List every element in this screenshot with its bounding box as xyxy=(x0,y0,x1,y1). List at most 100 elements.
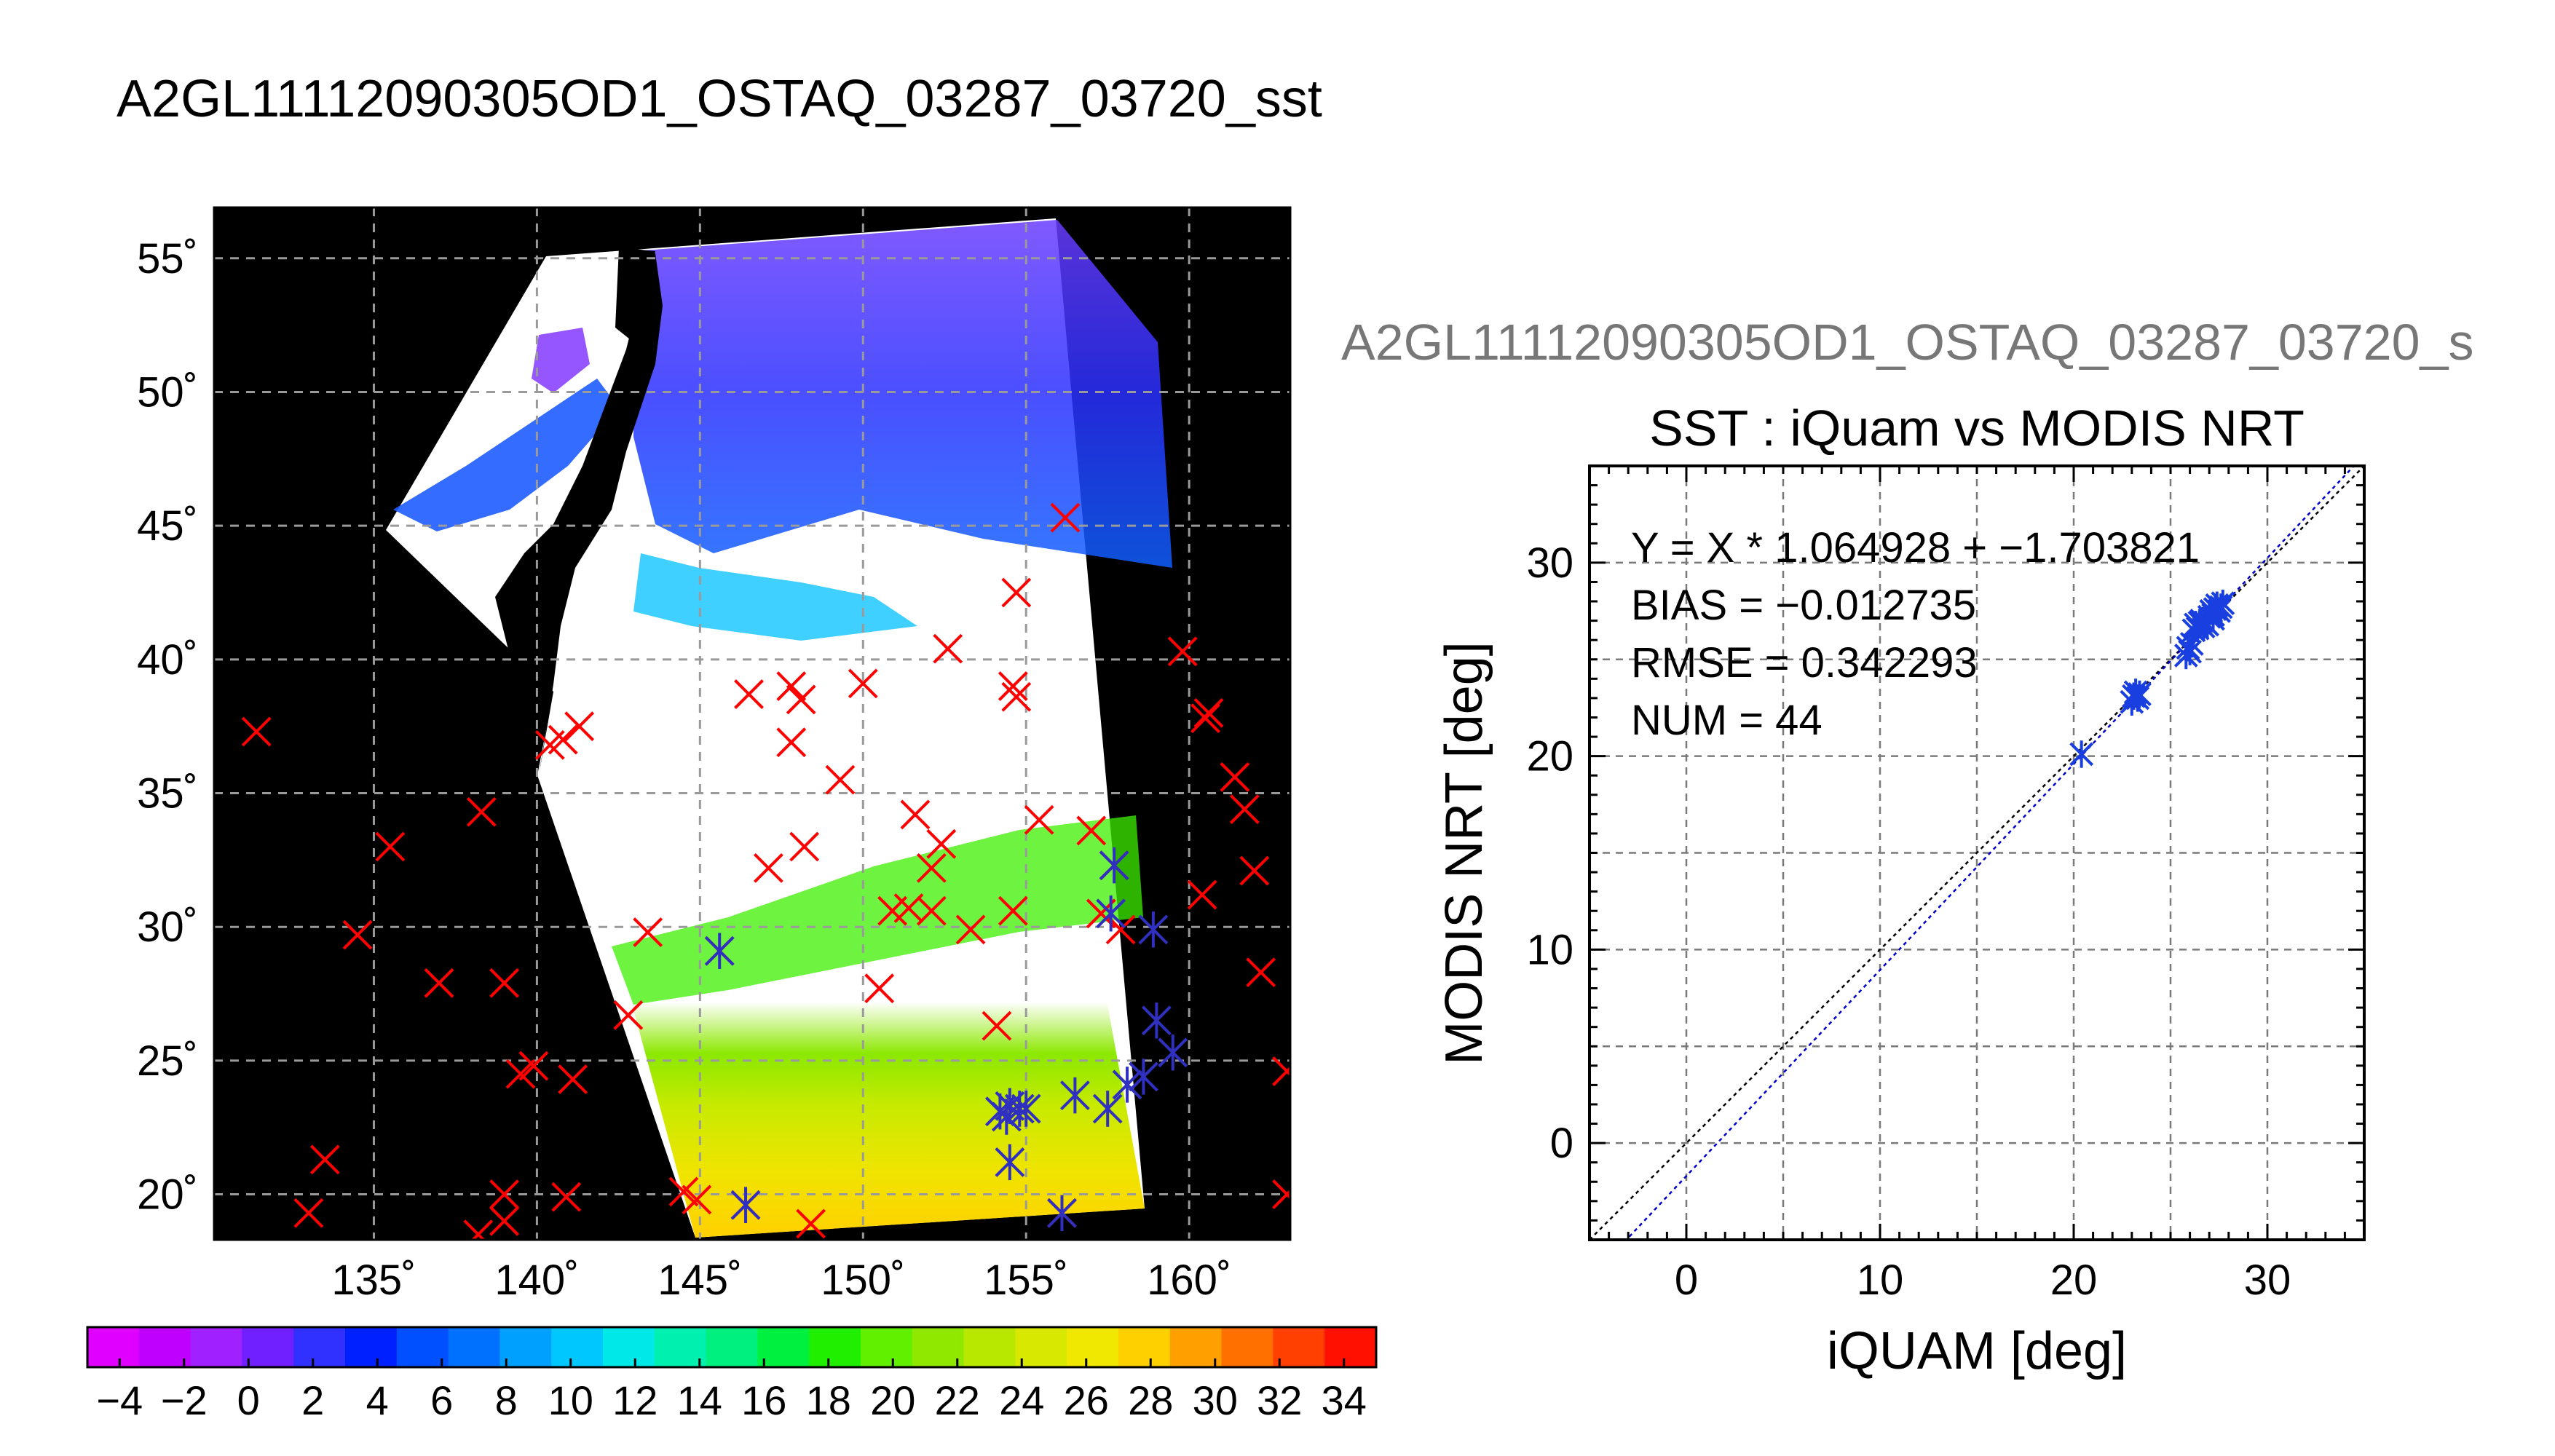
colorbar-cell xyxy=(190,1327,242,1367)
colorbar-cell xyxy=(396,1327,449,1367)
colorbar-cell xyxy=(1015,1327,1067,1367)
station-x-marker xyxy=(900,799,931,830)
matchup-asterisk-marker xyxy=(704,933,735,969)
colorbar-tick-label: 0 xyxy=(237,1377,260,1423)
station-x-marker xyxy=(753,852,783,883)
lon-tick-label: 135˚ xyxy=(331,1257,416,1304)
station-x-marker xyxy=(1220,762,1250,792)
matchup-asterisk-marker xyxy=(1096,895,1126,932)
station-x-marker xyxy=(1190,703,1220,734)
matchup-asterisk-marker xyxy=(1047,1195,1077,1231)
scatter-markers xyxy=(2069,589,2235,768)
colorbar-tick-label: 8 xyxy=(495,1377,518,1423)
colorbar-tick-label: 26 xyxy=(1064,1377,1109,1423)
stats-annotation: BIAS = −0.012735 xyxy=(1631,582,1976,629)
colorbar-tick-label: 14 xyxy=(677,1377,722,1423)
colorbar-tick-label: −4 xyxy=(96,1377,143,1423)
cyan-water-patch xyxy=(633,553,917,641)
scatter-point xyxy=(2069,740,2094,768)
colorbar-cell xyxy=(603,1327,655,1367)
station-x-marker xyxy=(864,973,895,1004)
station-x-marker xyxy=(548,724,578,755)
station-x-marker xyxy=(1239,855,1270,886)
colorbar-cell xyxy=(1169,1327,1223,1367)
colorbar-tick-label: 16 xyxy=(741,1377,786,1423)
colorbar-frame xyxy=(86,1326,1378,1369)
station-x-marker xyxy=(786,684,816,715)
lon-tick-label: 150˚ xyxy=(821,1257,905,1304)
colorbar-tick-label: 2 xyxy=(301,1377,324,1423)
station-x-marker xyxy=(933,633,963,664)
colorbar-cell xyxy=(757,1327,810,1367)
lat-tick-label: 35˚ xyxy=(137,770,198,818)
station-x-marker xyxy=(734,679,764,710)
scatter-panel: SST : iQuam vs MODIS NRT 0 10 20 30 0 10 20 30… xyxy=(1435,400,2366,1380)
colorbar-tick-label: 34 xyxy=(1322,1377,1367,1423)
station-x-marker xyxy=(796,1208,826,1239)
colorbar-cell xyxy=(1221,1327,1273,1367)
station-x-marker xyxy=(682,1184,712,1215)
station-x-marker xyxy=(776,727,807,758)
cold-water-patch xyxy=(393,379,619,531)
identity-line xyxy=(1590,466,2364,1240)
map-lat-labels: 20˚ 25˚ 30˚ 35˚ 40˚ 45˚ 50˚ 55˚ xyxy=(137,235,198,1219)
station-x-marker xyxy=(916,852,947,883)
lat-tick-label: 50˚ xyxy=(137,368,198,416)
station-x-marker xyxy=(955,914,986,945)
y-tick-label: 10 xyxy=(1526,926,1573,973)
station-x-marker xyxy=(1001,577,1032,608)
colorbar-tick-label: 22 xyxy=(935,1377,980,1423)
lon-tick-label: 160˚ xyxy=(1147,1257,1231,1304)
colorbar-cell xyxy=(448,1327,500,1367)
map-markers xyxy=(241,502,1290,1240)
station-x-marker xyxy=(825,764,856,795)
station-x-marker xyxy=(309,1144,340,1175)
colorbar-tick-label: −2 xyxy=(161,1377,208,1423)
scatter-title: SST : iQuam vs MODIS NRT xyxy=(1649,400,2305,456)
station-x-marker xyxy=(505,1059,536,1089)
station-x-marker xyxy=(489,1179,520,1209)
scatter-grid xyxy=(1590,466,2364,1240)
station-x-marker xyxy=(463,1219,494,1240)
lon-tick-label: 140˚ xyxy=(494,1257,579,1304)
station-x-marker xyxy=(613,1000,644,1030)
colorbar-cell xyxy=(654,1327,707,1367)
colorbar-cell xyxy=(499,1327,552,1367)
matchup-asterisk-marker xyxy=(1011,1091,1041,1127)
x-tick-label: 30 xyxy=(2244,1257,2291,1304)
matchup-asterisk-marker xyxy=(1004,1091,1035,1127)
station-x-marker xyxy=(1187,879,1217,910)
colorbar-cell xyxy=(1118,1327,1171,1367)
lon-tick-label: 145˚ xyxy=(657,1257,742,1304)
colorbar-cell xyxy=(345,1327,398,1367)
station-x-marker xyxy=(1229,794,1260,824)
lat-tick-label: 40˚ xyxy=(137,636,198,684)
colorbar-cell xyxy=(963,1327,1016,1367)
colorbar-labels: −4 −2 0 2 4 6 8 10 12 14 16 18 20 22 24 26 28 30 32 34 xyxy=(96,1358,1367,1423)
station-x-marker xyxy=(466,796,497,827)
x-axis-label: iQUAM [deg] xyxy=(1827,1322,2127,1380)
map-panel: 135˚ 140˚ 145˚ 150˚ 155˚ 160˚ 20˚ 25˚ 30˚ 35˚ 40˚… xyxy=(137,206,1292,1304)
colorbar-cell xyxy=(861,1327,913,1367)
x-tick-label: 0 xyxy=(1675,1257,1698,1304)
matchup-asterisk-marker xyxy=(1138,911,1169,948)
lat-tick-label: 45˚ xyxy=(137,502,198,550)
colorbar-tick-label: 30 xyxy=(1193,1377,1238,1423)
station-x-marker xyxy=(489,1206,520,1236)
scatter-point xyxy=(2195,611,2219,638)
fit-line xyxy=(1624,466,2355,1240)
colorbar-cell xyxy=(809,1327,861,1367)
lon-tick-label: 155˚ xyxy=(984,1257,1068,1304)
colorbar-cells xyxy=(87,1327,1377,1367)
station-x-marker xyxy=(564,711,595,742)
station-x-marker xyxy=(998,671,1028,701)
lat-tick-label: 55˚ xyxy=(137,235,198,282)
matchup-asterisk-marker xyxy=(1129,1059,1158,1095)
scatter-y-tick-labels: 0 10 20 30 xyxy=(1526,539,1573,1167)
scatter-x-tick-labels: 0 10 20 30 xyxy=(1675,1257,2291,1304)
station-x-marker xyxy=(1001,681,1032,712)
colorbar-tick-label: 18 xyxy=(806,1377,851,1423)
map-grid xyxy=(214,207,1290,1240)
y-tick-label: 0 xyxy=(1550,1120,1573,1167)
